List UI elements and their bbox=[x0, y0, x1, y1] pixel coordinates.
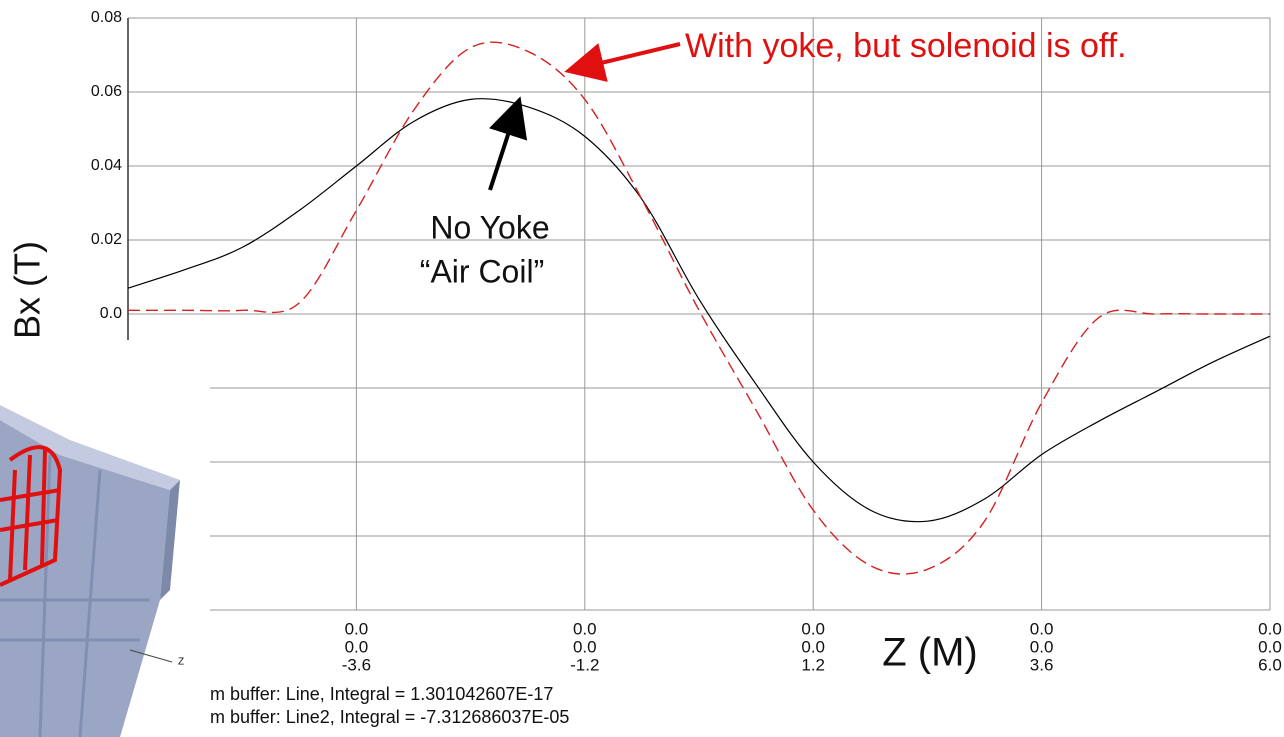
x-tick-coord: 0.0 bbox=[1258, 619, 1282, 638]
x-tick-coord: 0.0 bbox=[1030, 619, 1054, 638]
annotation: “Air Coil” bbox=[420, 253, 544, 289]
x-tick-coord: 0.0 bbox=[1030, 637, 1054, 656]
series-line bbox=[128, 42, 1270, 574]
x-tick-coord: 0.0 bbox=[345, 619, 369, 638]
x-tick-coord: 0.0 bbox=[801, 619, 825, 638]
x-tick-coord: 0.0 bbox=[801, 637, 825, 656]
y-axis-label: Bx (T) bbox=[7, 241, 48, 339]
annotation-arrow bbox=[572, 44, 680, 70]
annotation: No Yoke bbox=[430, 209, 549, 245]
x-tick-label: 6.0 bbox=[1258, 655, 1282, 674]
x-tick-label: 3.6 bbox=[1030, 655, 1054, 674]
series-line bbox=[128, 99, 1270, 522]
y-tick-label: 0.08 bbox=[91, 9, 122, 26]
footer-text: m buffer: Line, Integral = 1.301042607E-… bbox=[210, 684, 553, 704]
footer-text: m buffer: Line2, Integral = -7.312686037… bbox=[210, 707, 569, 727]
plot-area: 0.080.060.040.020.00.00.0-3.60.00.0-1.20… bbox=[91, 9, 1282, 674]
x-tick-coord: 0.0 bbox=[1258, 637, 1282, 656]
x-tick-coord: 0.0 bbox=[573, 619, 597, 638]
annotation-arrow bbox=[490, 104, 518, 190]
y-tick-label: 0.02 bbox=[91, 231, 122, 248]
y-tick-label: 0.04 bbox=[91, 157, 122, 174]
x-tick-label: 1.2 bbox=[801, 655, 825, 674]
x-tick-coord: 0.0 bbox=[573, 637, 597, 656]
annotation: With yoke, but solenoid is off. bbox=[685, 27, 1127, 65]
x-tick-coord: 0.0 bbox=[345, 637, 369, 656]
overlay-image: Z bbox=[0, 340, 210, 737]
overlay-axis-label: Z bbox=[178, 657, 184, 668]
y-tick-label: 0.0 bbox=[100, 305, 122, 322]
x-tick-label: -3.6 bbox=[342, 655, 371, 674]
chart: 0.080.060.040.020.00.00.0-3.60.00.0-1.20… bbox=[0, 0, 1284, 737]
x-tick-label: -1.2 bbox=[570, 655, 599, 674]
x-axis-label: Z (M) bbox=[882, 631, 978, 675]
y-tick-label: 0.06 bbox=[91, 83, 122, 100]
